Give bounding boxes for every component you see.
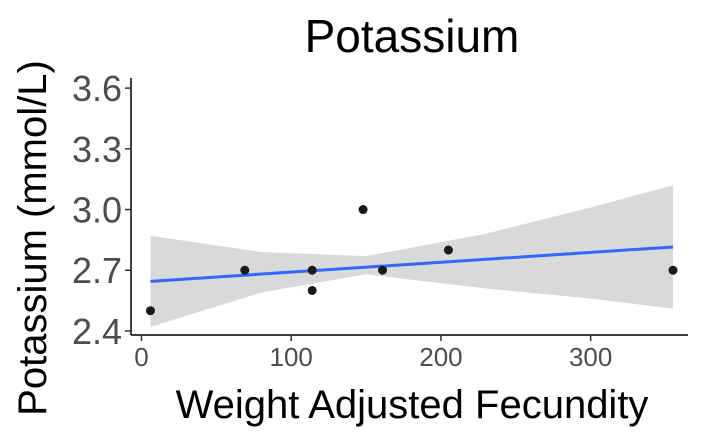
plot-area: 2.4 2.7 3.0 3.3 3.6 0 100 200 300 bbox=[72, 68, 688, 372]
x-tick-label: 100 bbox=[270, 342, 313, 372]
y-tick-label: 2.4 bbox=[72, 311, 122, 352]
data-point bbox=[240, 265, 250, 275]
data-point bbox=[145, 306, 155, 316]
trend-line bbox=[150, 245, 674, 283]
y-tick-label: 3.0 bbox=[72, 190, 122, 231]
confidence-band bbox=[150, 185, 673, 327]
data-point bbox=[358, 205, 368, 215]
y-axis-title: Potassium (mmol/L) bbox=[11, 60, 55, 416]
y-tick-label: 3.3 bbox=[72, 129, 122, 170]
data-point bbox=[307, 285, 317, 295]
chart-title: Potassium bbox=[305, 10, 520, 62]
x-axis-title: Weight Adjusted Fecundity bbox=[176, 383, 649, 427]
data-point bbox=[443, 245, 453, 255]
x-tick-label: 300 bbox=[569, 342, 612, 372]
y-tick-label: 2.7 bbox=[72, 250, 122, 291]
data-point bbox=[378, 265, 388, 275]
data-point bbox=[668, 265, 678, 275]
y-tick-label: 3.6 bbox=[72, 68, 122, 109]
data-point bbox=[307, 265, 317, 275]
x-tick-label: 200 bbox=[419, 342, 462, 372]
x-tick-label: 0 bbox=[134, 342, 148, 372]
